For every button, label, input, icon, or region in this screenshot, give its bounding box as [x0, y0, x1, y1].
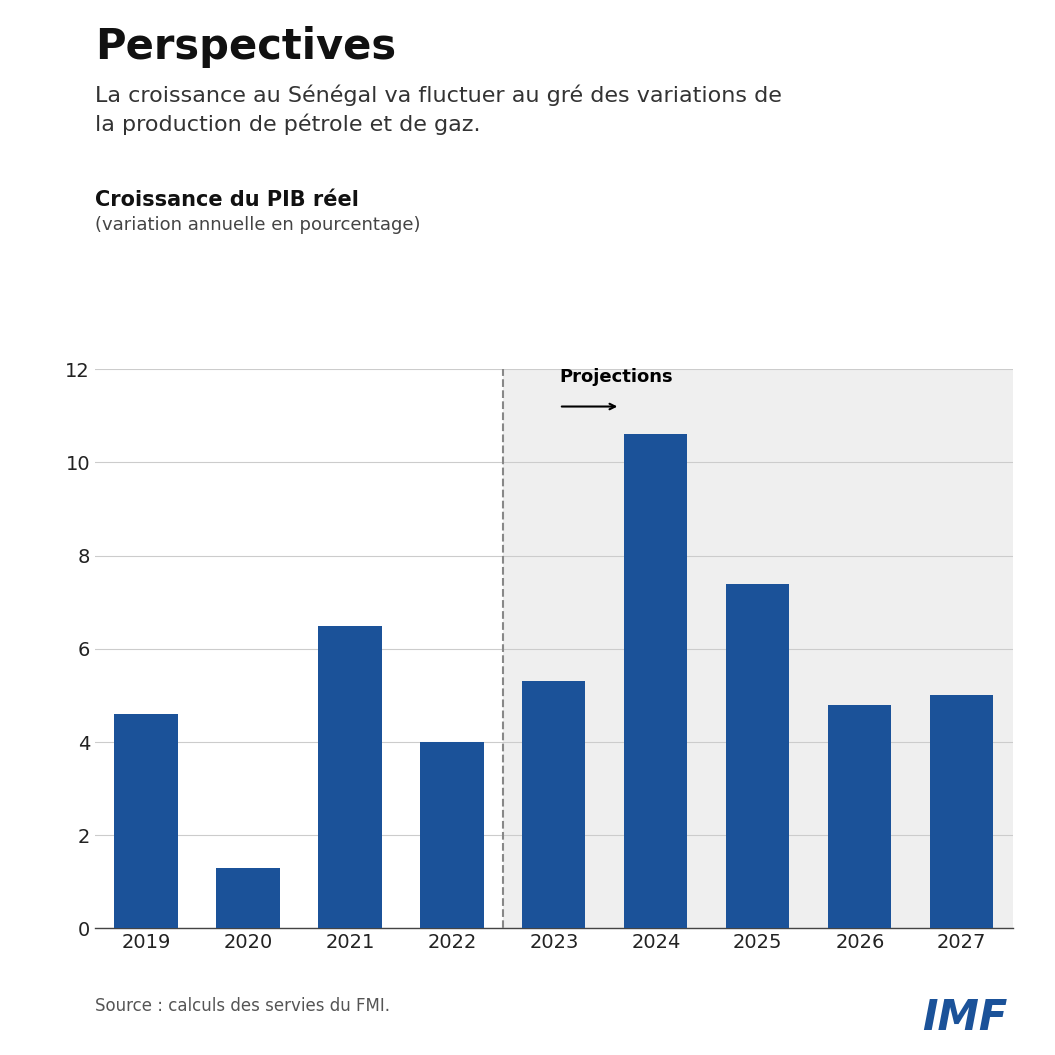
Bar	[726, 583, 789, 928]
Text: Croissance du PIB réel: Croissance du PIB réel	[95, 190, 359, 210]
Bar	[522, 682, 586, 928]
Bar	[931, 695, 994, 928]
Bar	[503, 369, 1013, 928]
Text: (variation annuelle en pourcentage): (variation annuelle en pourcentage)	[95, 216, 421, 234]
Bar	[828, 705, 891, 928]
Bar	[625, 435, 688, 928]
Text: La croissance au Sénégal va fluctuer au gré des variations de
la production de p: La croissance au Sénégal va fluctuer au …	[95, 84, 782, 135]
Bar	[114, 714, 177, 928]
Text: Source : calculs des servies du FMI.: Source : calculs des servies du FMI.	[95, 997, 390, 1015]
Text: IMF: IMF	[922, 997, 1008, 1039]
Text: Perspectives: Perspectives	[95, 26, 396, 69]
Text: Projections: Projections	[559, 367, 673, 385]
Bar	[420, 742, 483, 928]
Bar	[319, 626, 382, 928]
Bar	[216, 868, 280, 928]
